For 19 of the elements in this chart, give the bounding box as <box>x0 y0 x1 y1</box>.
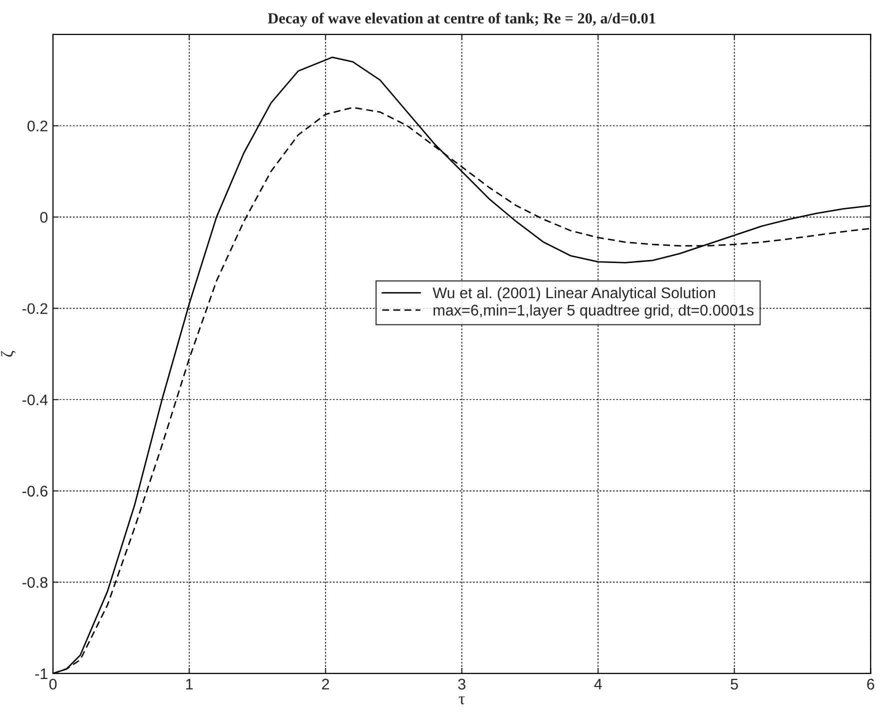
y-axis-title: ζ <box>0 350 16 357</box>
x-tick-label: 4 <box>594 678 602 690</box>
y-tick-label: -0.4 <box>22 394 48 406</box>
y-tick-label: -0.8 <box>22 577 48 588</box>
x-tick-label: 3 <box>458 678 466 690</box>
y-tick-label: 0 <box>40 212 48 223</box>
legend-label: max=6,min=1,layer 5 quadtree grid, dt=0.0001s <box>434 304 754 319</box>
x-axis-title: τ <box>458 696 465 704</box>
x-tick-label: 2 <box>322 678 330 690</box>
y-tick-label: -1 <box>35 668 48 680</box>
y-tick-label: -0.6 <box>22 486 48 497</box>
x-tick-label: 6 <box>867 678 874 690</box>
x-tick-label: 5 <box>730 678 738 690</box>
x-tick-label: 1 <box>186 678 193 690</box>
y-tick-label: -0.2 <box>22 303 48 314</box>
y-tick-label: 0.2 <box>27 120 48 132</box>
x-tick-label: 0 <box>49 678 57 690</box>
chart-title: Decay of wave elevation at centre of tank; Re = 20, a/d=0.01 <box>268 12 656 27</box>
legend-label: Wu et al. (2001) Linear Analytical Solution <box>432 287 715 302</box>
